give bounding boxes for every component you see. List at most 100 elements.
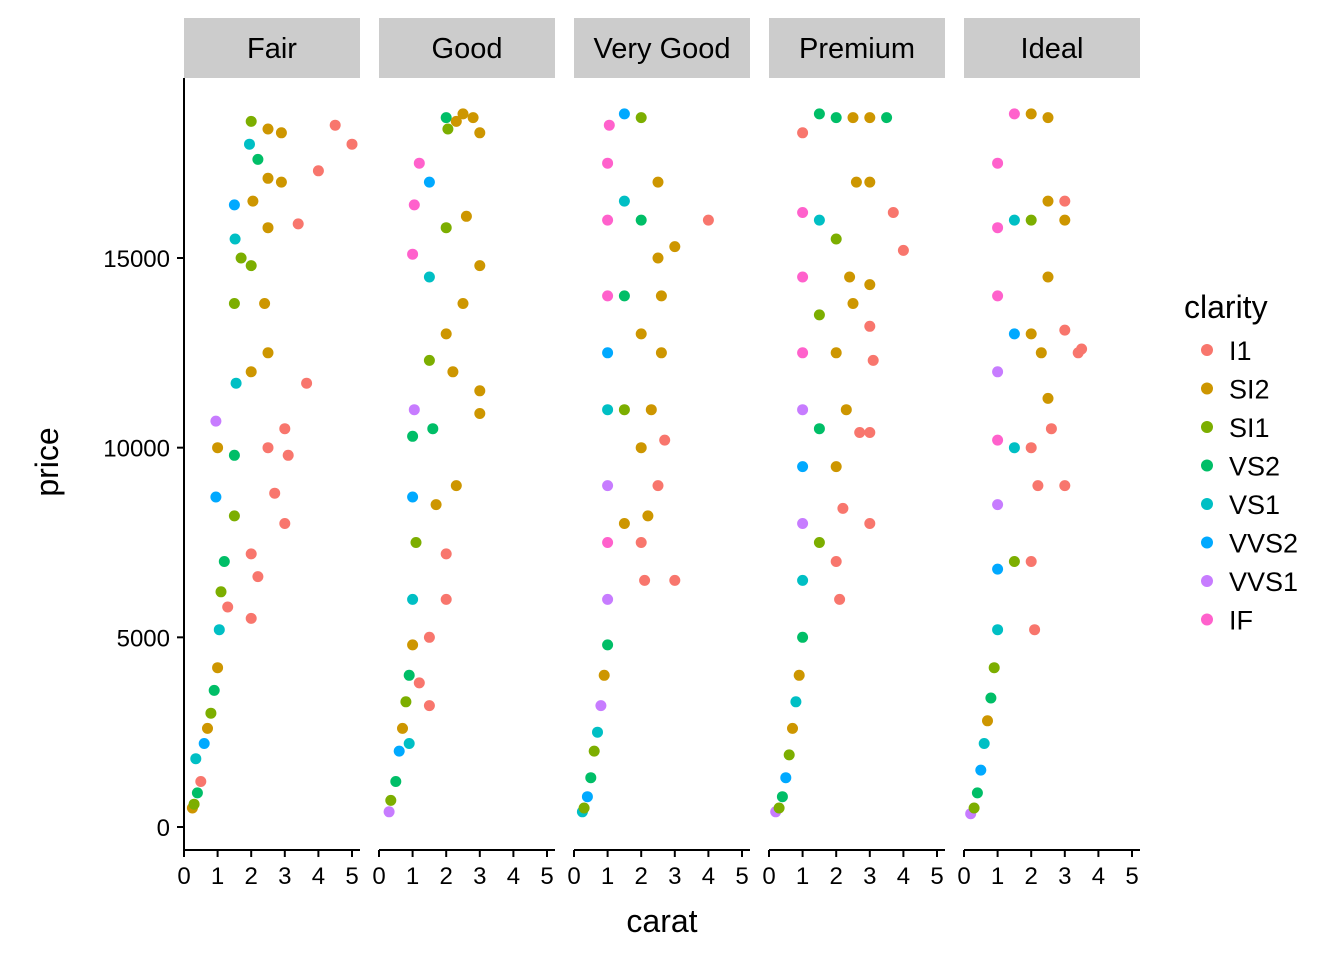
data-point xyxy=(864,427,876,438)
points-ideal xyxy=(965,108,1088,820)
data-point xyxy=(1025,214,1037,226)
data-point xyxy=(245,612,257,624)
data-point xyxy=(1025,328,1037,340)
data-point xyxy=(783,749,795,761)
data-point xyxy=(773,802,785,814)
x-tick-label: 5 xyxy=(1125,863,1138,890)
data-point xyxy=(635,112,647,124)
x-tick-label: 3 xyxy=(278,863,291,890)
data-point xyxy=(992,434,1004,446)
data-point xyxy=(385,794,397,806)
y-axis: 0 5000 10000 15000 xyxy=(103,78,185,850)
data-point xyxy=(618,108,630,120)
legend-label: IF xyxy=(1229,606,1253,636)
x-tick-label: 2 xyxy=(440,863,453,890)
data-point xyxy=(259,298,271,309)
data-point xyxy=(602,290,614,302)
data-point xyxy=(830,347,842,359)
data-point xyxy=(982,715,993,727)
data-point xyxy=(813,214,825,226)
facet-strip-label: Ideal xyxy=(1021,33,1084,65)
data-point xyxy=(235,252,247,264)
legend-label: VS2 xyxy=(1229,452,1280,482)
x-tick-label: 5 xyxy=(930,863,943,890)
data-point xyxy=(252,571,264,583)
data-point xyxy=(1008,108,1020,120)
legend-key xyxy=(1201,575,1213,587)
data-point xyxy=(581,791,593,803)
data-point xyxy=(975,764,987,776)
data-point xyxy=(1025,442,1037,454)
data-point xyxy=(864,518,876,529)
data-point xyxy=(247,195,259,207)
data-point xyxy=(669,574,681,586)
data-point xyxy=(403,669,415,681)
data-point xyxy=(639,574,651,586)
data-point xyxy=(198,738,210,749)
data-point xyxy=(840,404,852,416)
data-point xyxy=(301,377,313,389)
data-point xyxy=(992,499,1004,511)
data-point xyxy=(474,260,486,272)
facet-panel-good: Good 0 1 2 3 4 5 xyxy=(372,18,555,890)
points-premium xyxy=(770,108,909,818)
data-point xyxy=(440,328,452,340)
data-point xyxy=(195,776,207,787)
data-point xyxy=(602,639,614,651)
x-tick-label: 2 xyxy=(1025,863,1038,890)
data-point xyxy=(1059,214,1071,226)
x-tick-label: 2 xyxy=(245,863,258,890)
data-point xyxy=(864,279,876,291)
data-point xyxy=(797,271,809,283)
data-point xyxy=(457,298,469,309)
data-point xyxy=(645,404,657,416)
data-point xyxy=(262,123,274,135)
x-tick-label: 5 xyxy=(735,863,748,890)
data-point xyxy=(652,176,664,188)
data-point xyxy=(275,127,287,139)
data-point xyxy=(790,696,802,708)
x-tick-label: 2 xyxy=(635,863,648,890)
data-point xyxy=(228,199,240,211)
data-point xyxy=(423,354,435,366)
data-point xyxy=(1008,442,1020,454)
data-point xyxy=(602,537,614,548)
data-point xyxy=(655,290,667,302)
x-tick-label: 1 xyxy=(601,863,614,890)
data-point xyxy=(346,138,358,150)
facet-strip-label: Fair xyxy=(247,33,297,65)
data-point xyxy=(864,320,876,332)
points-very-good xyxy=(576,108,714,818)
data-point xyxy=(262,172,274,184)
facet-strip xyxy=(769,18,945,78)
data-point xyxy=(292,218,304,230)
data-point xyxy=(1025,556,1037,567)
data-point xyxy=(269,487,281,499)
data-point xyxy=(467,112,479,124)
data-point xyxy=(222,601,234,613)
data-point xyxy=(407,491,419,503)
data-point xyxy=(279,518,291,529)
data-point xyxy=(1042,112,1054,124)
data-point xyxy=(1042,195,1054,207)
data-point xyxy=(218,556,230,567)
facet-panel-premium: Premium 0 1 2 3 4 5 xyxy=(762,18,945,890)
data-point xyxy=(618,404,630,416)
legend-title: clarity xyxy=(1184,289,1268,325)
data-point xyxy=(813,423,825,435)
data-point xyxy=(797,404,809,416)
x-tick-label: 3 xyxy=(863,863,876,890)
data-point xyxy=(245,548,257,560)
data-point xyxy=(423,271,435,283)
data-point xyxy=(457,108,469,120)
data-point xyxy=(867,354,879,366)
y-tick-label: 0 xyxy=(157,815,170,842)
data-point xyxy=(595,700,607,712)
data-point xyxy=(971,787,983,799)
data-point xyxy=(813,108,825,120)
facet-strip xyxy=(574,18,750,78)
legend-label: VVS2 xyxy=(1229,529,1298,559)
data-point xyxy=(393,745,405,757)
data-point xyxy=(618,195,630,207)
data-point xyxy=(659,434,671,446)
